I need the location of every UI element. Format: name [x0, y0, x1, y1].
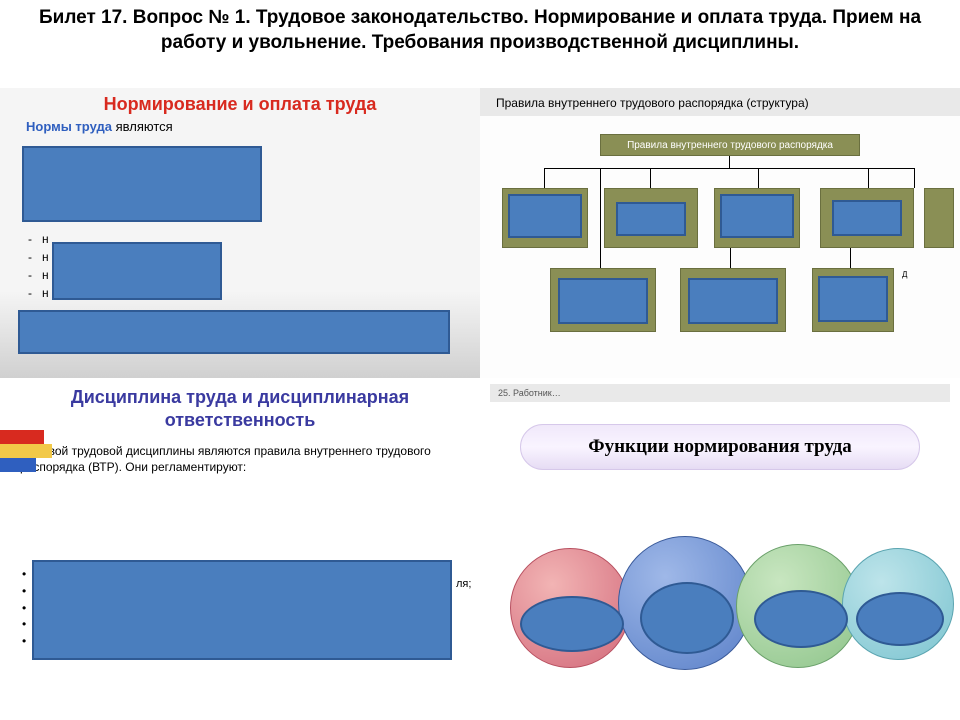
redaction-block [720, 194, 794, 238]
redaction-ellipse [520, 596, 624, 652]
text-fragment: ля; [456, 578, 471, 590]
bl-text: Основой трудовой дисциплины являются пра… [0, 437, 480, 479]
br-banner: Функции нормирования труда [520, 424, 920, 470]
list-dash: - [28, 268, 32, 282]
org-connector [650, 168, 651, 188]
redaction-block [52, 242, 222, 300]
org-connector [544, 168, 545, 188]
redaction-block [508, 194, 582, 238]
org-label-stub: Д [902, 270, 907, 279]
tr-title: Правила внутреннего трудового распорядка… [480, 88, 960, 116]
list-item-stub: н [42, 268, 49, 282]
redaction-ellipse [640, 582, 734, 654]
redaction-ellipse [856, 592, 944, 646]
panel-bottom-right: 25. Работник… Функции нормирования труда [480, 378, 960, 718]
org-connector [868, 168, 869, 188]
org-connector [600, 168, 601, 268]
bl-title: Дисциплина труда и дисциплинарная ответс… [0, 378, 480, 437]
redaction-ellipse [754, 590, 848, 648]
list-dash: - [28, 286, 32, 300]
redaction-block [832, 200, 902, 236]
tl-subtitle: Нормы труда являются [0, 119, 480, 134]
tl-subtitle-prefix: Нормы труда [26, 119, 112, 134]
panel-bottom-left: Дисциплина труда и дисциплинарная ответс… [0, 378, 480, 718]
org-connector [850, 248, 851, 268]
redaction-block [616, 202, 686, 236]
redaction-block [22, 146, 262, 222]
panel-top-left: Нормирование и оплата труда Нормы труда … [0, 88, 480, 378]
org-connector [914, 168, 915, 188]
page-title: Билет 17. Вопрос № 1. Трудовое законодат… [0, 0, 960, 59]
decoration-icon [0, 390, 60, 510]
redaction-block [818, 276, 888, 322]
redaction-block [558, 278, 648, 324]
br-strip: 25. Работник… [490, 384, 950, 402]
bl-bullets: ••••• [22, 566, 26, 650]
list-dash: - [28, 250, 32, 264]
list-item-stub: н [42, 250, 49, 264]
org-connector [758, 168, 759, 188]
redaction-block [18, 310, 450, 354]
org-root: Правила внутреннего трудового распорядка [600, 134, 860, 156]
list-dash: - [28, 232, 32, 246]
org-node [924, 188, 954, 248]
list-item-stub: н [42, 232, 49, 246]
org-connector [729, 156, 730, 168]
list-item-stub: н [42, 286, 49, 300]
redaction-block [688, 278, 778, 324]
tl-title: Нормирование и оплата труда [0, 88, 480, 119]
org-connector [730, 248, 731, 268]
tl-subtitle-rest: являются [112, 119, 173, 134]
redaction-block [32, 560, 452, 660]
panel-top-right: Правила внутреннего трудового распорядка… [480, 88, 960, 378]
